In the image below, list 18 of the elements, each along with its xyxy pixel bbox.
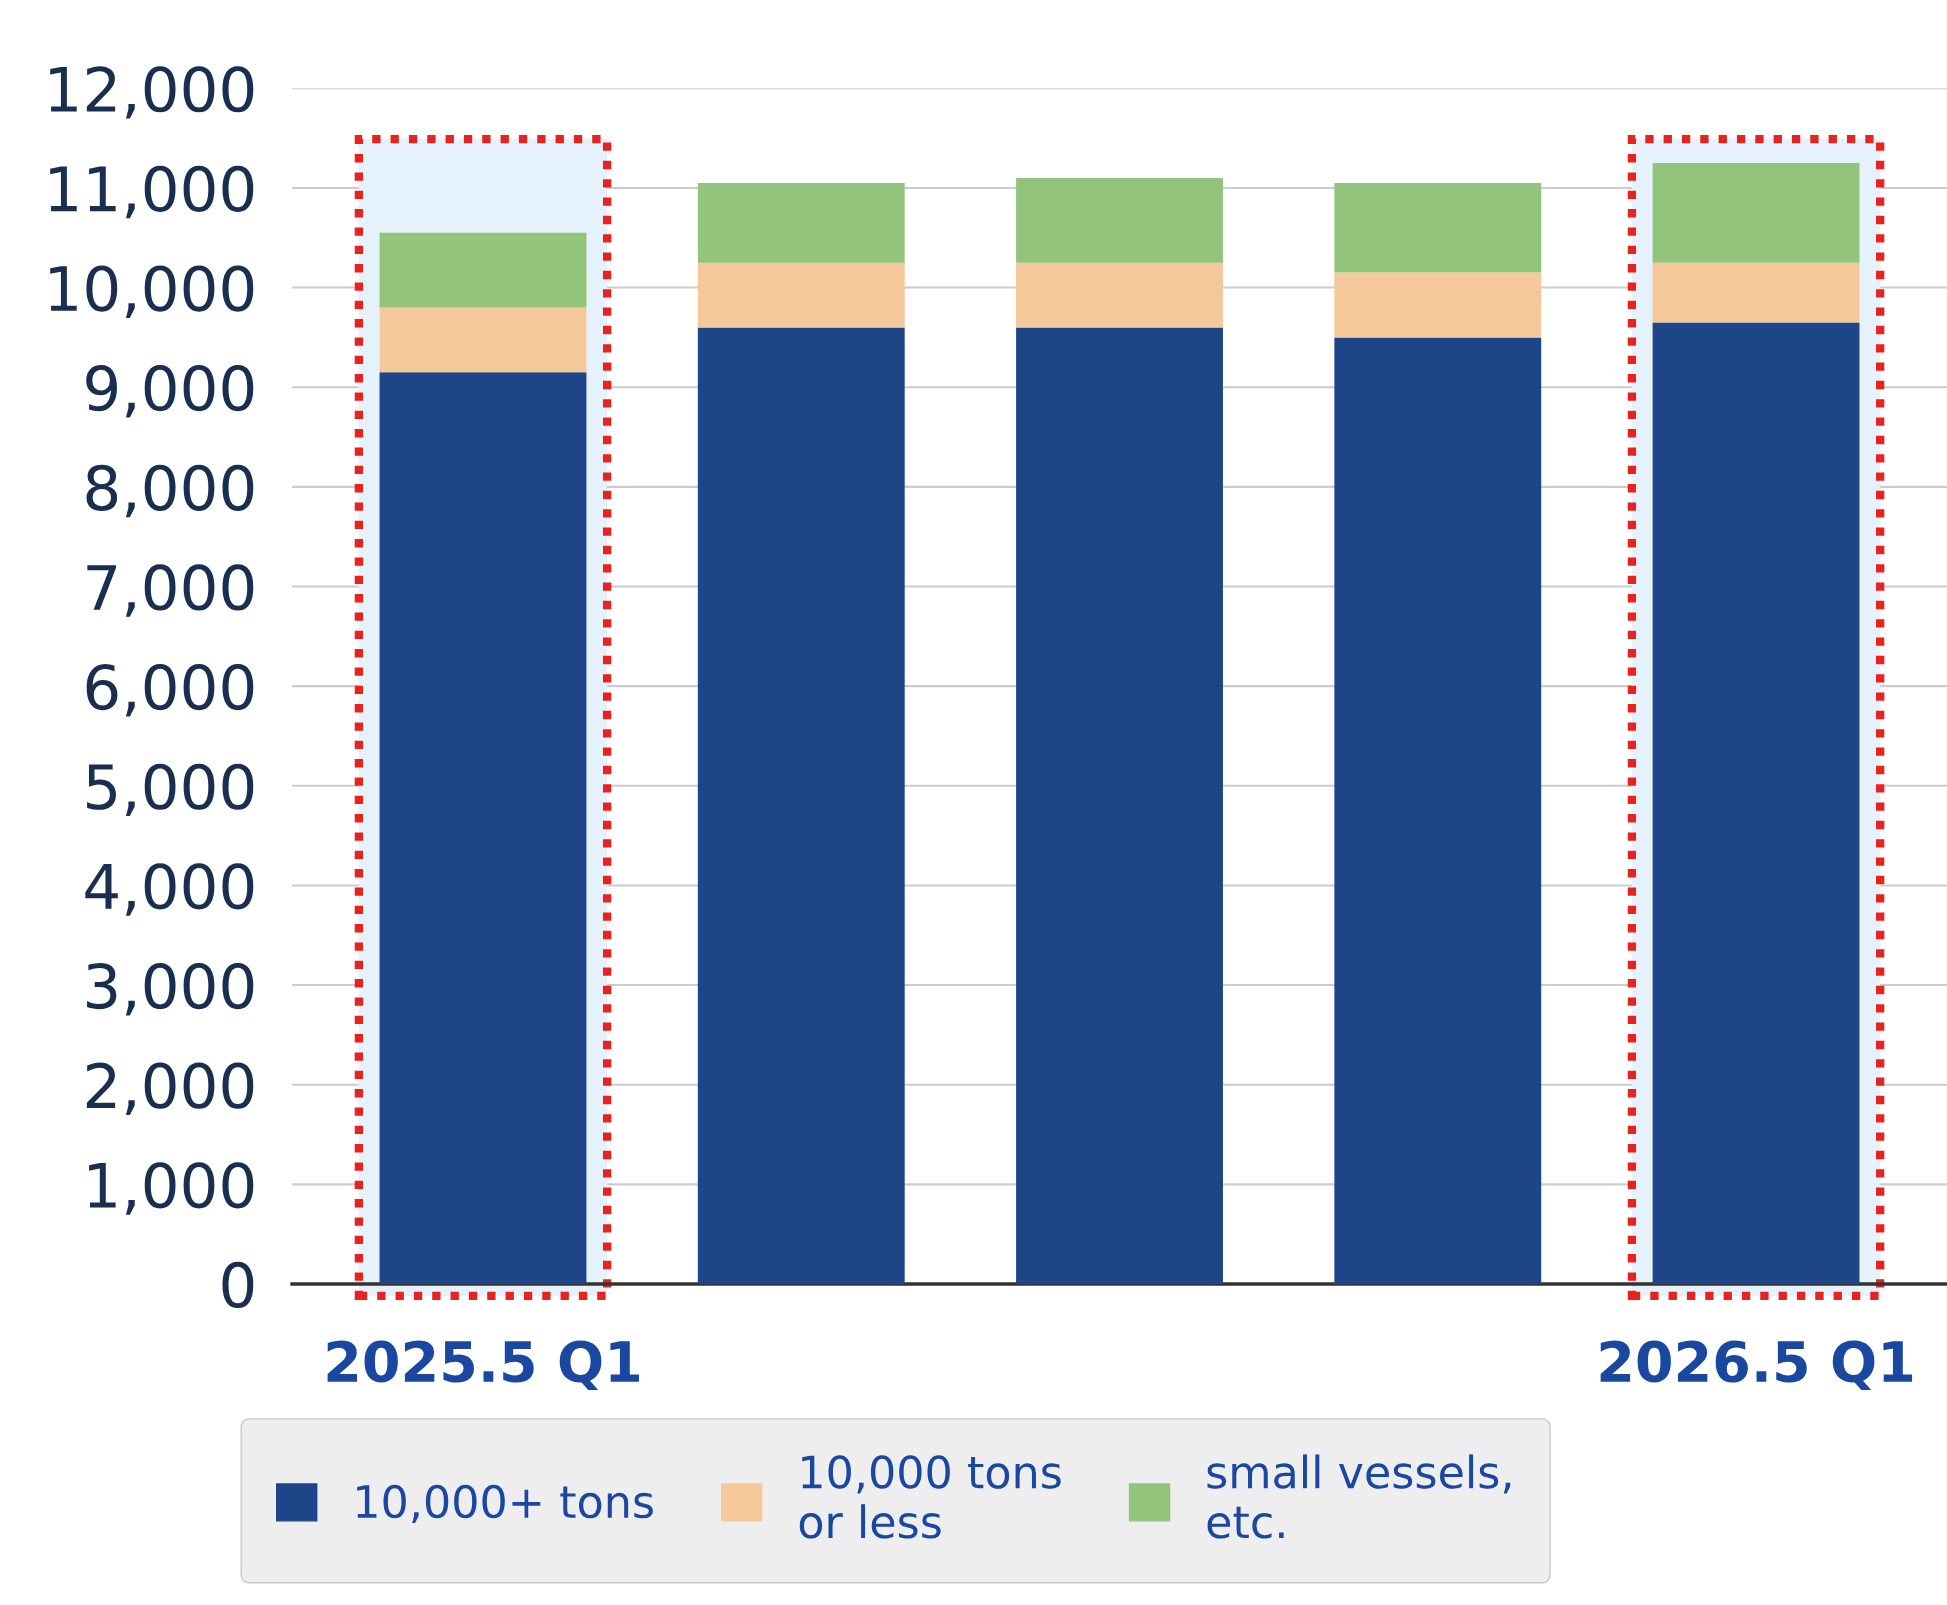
y-tick-label: 6,000 xyxy=(86,664,254,717)
y-tick-label: 4,000 xyxy=(85,863,254,916)
y-tick-label: 11,000 xyxy=(50,165,254,219)
x-tick-label: 2026.5 Q1 xyxy=(1600,1340,1913,1390)
y-tick-label: 0 xyxy=(222,1261,254,1309)
y-tick-label: 10,000 xyxy=(50,265,254,318)
x-tick-label: 2025.5 Q1 xyxy=(327,1340,639,1390)
y-tick-label: 9,000 xyxy=(86,365,254,418)
y-tick-label: 7,000 xyxy=(87,564,254,617)
y-tick-label: 1,000 xyxy=(89,1162,254,1215)
y-tick-label: 8,000 xyxy=(86,464,254,518)
legend-label: 10,000+ tons xyxy=(357,1484,653,1523)
y-tick-label: 3,000 xyxy=(87,962,254,1016)
legend-label: small vessels, etc. xyxy=(1207,1454,1511,1539)
y-tick-label: 5,000 xyxy=(87,763,254,817)
y-tick-label: 12,000 xyxy=(50,66,254,119)
y-tick-label: 2,000 xyxy=(86,1062,254,1116)
legend-label: 10,000 tons or less xyxy=(799,1455,1061,1539)
